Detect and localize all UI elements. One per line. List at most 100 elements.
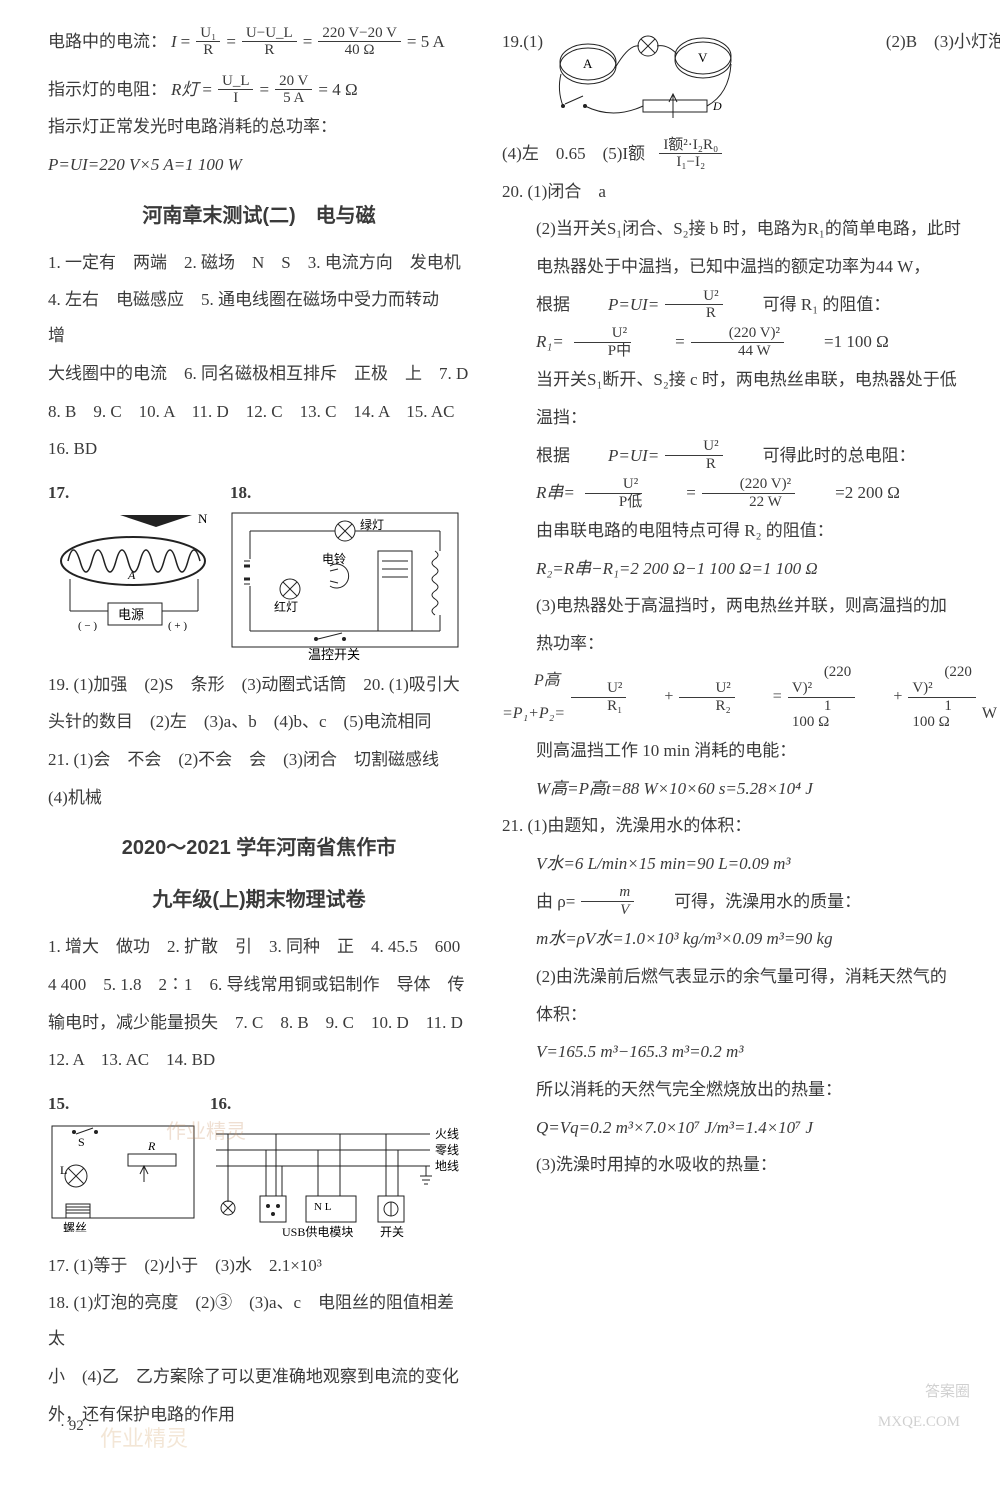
answer-line: 小 (4)乙 乙方案除了可以更准确地观察到电流的变化: [48, 1359, 470, 1395]
figure-17: 17. N A: [48, 475, 218, 631]
eq-line: 根据 P=UI= U² R 可得 R₁ 的阻值：: [502, 287, 1000, 323]
answer-line: 头针的数目 (2)左 (3)a、b (4)b、c (5)电流相同: [48, 704, 470, 740]
fraction: U² P低: [581, 476, 646, 510]
svg-text:A: A: [583, 56, 593, 71]
figure-18: 18. 绿灯 红灯 电铃: [230, 475, 460, 661]
svg-text:S: S: [78, 1135, 85, 1149]
figure-16: 16. 火线 零线 地线: [210, 1086, 470, 1242]
q19-label: 19.(1): [502, 24, 543, 60]
eq-line: m水=ρV水=1.0×10³ kg/m³×0.09 m³=90 kg: [502, 921, 1000, 957]
svg-text:USB供电模块: USB供电模块: [282, 1225, 353, 1239]
answer-line: 1. 增大 做功 2. 扩散 引 3. 同种 正 4. 45.5 600: [48, 929, 470, 965]
answer-line: 16. BD: [48, 431, 470, 467]
eq-line: R₂=R串−R₁=2 200 Ω−1 100 Ω=1 100 Ω: [502, 551, 1000, 587]
fraction: U² R: [665, 438, 722, 472]
svg-text:温控开关: 温控开关: [308, 647, 360, 661]
svg-text:L: L: [60, 1163, 67, 1177]
svg-text:R: R: [147, 1139, 156, 1153]
q19-answers: (2)B (3)小灯泡断路: [886, 24, 1000, 60]
answer-line: 8. B 9. C 10. A 11. D 12. C 13. C 14. A …: [48, 394, 470, 430]
svg-text:螺丝: 螺丝: [63, 1221, 87, 1232]
text: 电路中的电流：: [48, 24, 167, 60]
svg-text:( − ): ( − ): [78, 620, 97, 631]
eq-line: Q=Vq=0.2 m³×7.0×10⁷ J/m³=1.4×10⁷ J: [502, 1110, 1000, 1146]
fraction: (220 V)² 1 100 Ω: [908, 664, 976, 731]
svg-text:N: N: [198, 511, 208, 526]
svg-text:地线: 地线: [435, 1159, 459, 1173]
text-line: 体积：: [502, 997, 1000, 1033]
answer-line: 4 400 5. 1.8 2∶1 6. 导线常用铜或铝制作 导体 传: [48, 967, 470, 1003]
answer-line: 18. (1)灯泡的亮度 (2)③ (3)a、c 电阻丝的阻值相差太: [48, 1285, 470, 1356]
eq-line: W高=P高t=88 W×10×60 s=5.28×10⁴ J: [502, 771, 1000, 807]
watermark: MXQE.COM: [878, 1414, 960, 1431]
fraction: (220 V)² 22 W: [702, 476, 795, 510]
svg-text:V: V: [698, 50, 708, 65]
fraction: U² R: [665, 288, 722, 322]
answer-line: 21. (1)由题知，洗澡用水的体积：: [502, 808, 1000, 844]
svg-text:A: A: [127, 568, 136, 582]
svg-text:红灯: 红灯: [274, 599, 298, 614]
fraction: (220 V)² 1 100 Ω: [788, 664, 856, 731]
text-line: 所以消耗的天然气完全燃烧放出的热量：: [502, 1072, 1000, 1108]
result: = 5 A: [407, 24, 445, 60]
fraction: I额²·I₂R₀ I₁−I₂: [659, 137, 722, 171]
svg-text:绿灯: 绿灯: [360, 517, 384, 532]
figure-row: 15. S L R: [48, 1086, 470, 1242]
answer-line: 大线圈中的电流 6. 同名磁极相互排斥 正极 上 7. D: [48, 356, 470, 392]
eq-line: 由 ρ= m V 可得，洗澡用水的质量：: [502, 884, 1000, 920]
section-heading: 河南章末测试(二) 电与磁: [48, 195, 470, 237]
fraction: 20 V 5 A: [275, 73, 312, 107]
eq-line: 根据 P=UI= U² R 可得此时的总电阻：: [502, 438, 1000, 474]
text-line: (3)电热器处于高温挡时，两电热丝并联，则高温挡的加: [502, 588, 1000, 624]
left-column: 电路中的电流： I = U₁ R = U−U_L R = 220 V−20 V …: [48, 24, 470, 1434]
svg-text:零线: 零线: [435, 1143, 459, 1157]
text-line: 热功率：: [502, 626, 1000, 662]
figure-15: 15. S L R: [48, 1086, 198, 1232]
section-heading: 2020～2021 学年河南省焦作市: [48, 827, 470, 869]
figure-label: 16.: [210, 1094, 231, 1113]
answer-line: 1. 一定有 两端 2. 磁场 N S 3. 电流方向 发电机: [48, 245, 470, 281]
eq-line: R₁= U² P中 = (220 V)² 44 W =1 100 Ω: [502, 324, 1000, 360]
fraction: m V: [581, 884, 634, 918]
fraction: U² P中: [570, 325, 635, 359]
svg-text:( + ): ( + ): [168, 620, 187, 631]
eq-power: P=UI=220 V×5 A=1 100 W: [48, 147, 470, 183]
svg-text:电铃: 电铃: [322, 551, 346, 566]
figure-row: 17. N A: [48, 475, 470, 661]
wiring-16-icon: 火线 零线 地线: [210, 1122, 470, 1242]
text-line: 当开关S₁断开、S₂接 c 时，两电热丝串联，电热器处于低: [502, 362, 1000, 398]
eq-line: P高=P₁+P₂= U² R₁ + U² R₂ = (220 V)² 1 100…: [502, 664, 1000, 731]
svg-text:开关: 开关: [380, 1225, 404, 1239]
text-line: 由串联电路的电阻特点可得 R₂ 的阻值：: [502, 513, 1000, 549]
answer-line: 17. (1)等于 (2)小于 (3)水 2.1×10³: [48, 1248, 470, 1284]
figure-label: 17.: [48, 483, 69, 502]
answer-line: (4)机械: [48, 780, 470, 816]
text-line: (3)洗澡时用掉的水吸收的热量：: [502, 1147, 1000, 1183]
q19-4: (4)左 0.65 (5)I额 I额²·I₂R₀ I₁−I₂: [502, 136, 1000, 172]
svg-text:火线: 火线: [435, 1127, 459, 1141]
answer-line: 20. (1)闭合 a: [502, 174, 1000, 210]
svg-text:N L: N L: [314, 1201, 332, 1213]
answer-line: 19. (1)加强 (2)S 条形 (3)动圈式话筒 20. (1)吸引大: [48, 667, 470, 703]
answer-line: 12. A 13. AC 14. BD: [48, 1042, 470, 1078]
fraction: U² R₁: [571, 680, 626, 714]
eq-line: V=165.5 m³−165.3 m³=0.2 m³: [502, 1034, 1000, 1070]
watermark: 作业精灵: [166, 1115, 246, 1144]
result: = 4 Ω: [318, 72, 357, 108]
circuit-diagram-icon: 绿灯 红灯 电铃: [230, 511, 460, 661]
fraction: U₁ R: [196, 25, 220, 59]
meter-circuit-icon: A V D: [553, 24, 743, 134]
watermark: 作业精灵: [100, 1421, 188, 1453]
text-line: 指示灯正常发光时电路消耗的总功率：: [48, 109, 470, 145]
fraction: (220 V)² 44 W: [691, 325, 784, 359]
text-line: (2)由洗澡前后燃气表显示的余气量可得，消耗天然气的: [502, 959, 1000, 995]
svg-text:电源: 电源: [118, 607, 144, 622]
page: 电路中的电流： I = U₁ R = U−U_L R = 220 V−20 V …: [0, 0, 1000, 1494]
text-line: (2)当开关S₁闭合、S₂接 b 时，电路为R₁的简单电路，此时: [502, 211, 1000, 247]
answer-line: 输电时，减少能量损失 7. C 8. B 9. C 10. D 11. D: [48, 1005, 470, 1041]
fraction: 220 V−20 V 40 Ω: [318, 25, 401, 59]
page-number: · 92 ·: [60, 1418, 93, 1435]
var: I: [171, 24, 177, 60]
figure-label: 15.: [48, 1094, 69, 1113]
eq-resistance: 指示灯的电阻： R灯 = U_L I = 20 V 5 A = 4 Ω: [48, 72, 470, 108]
